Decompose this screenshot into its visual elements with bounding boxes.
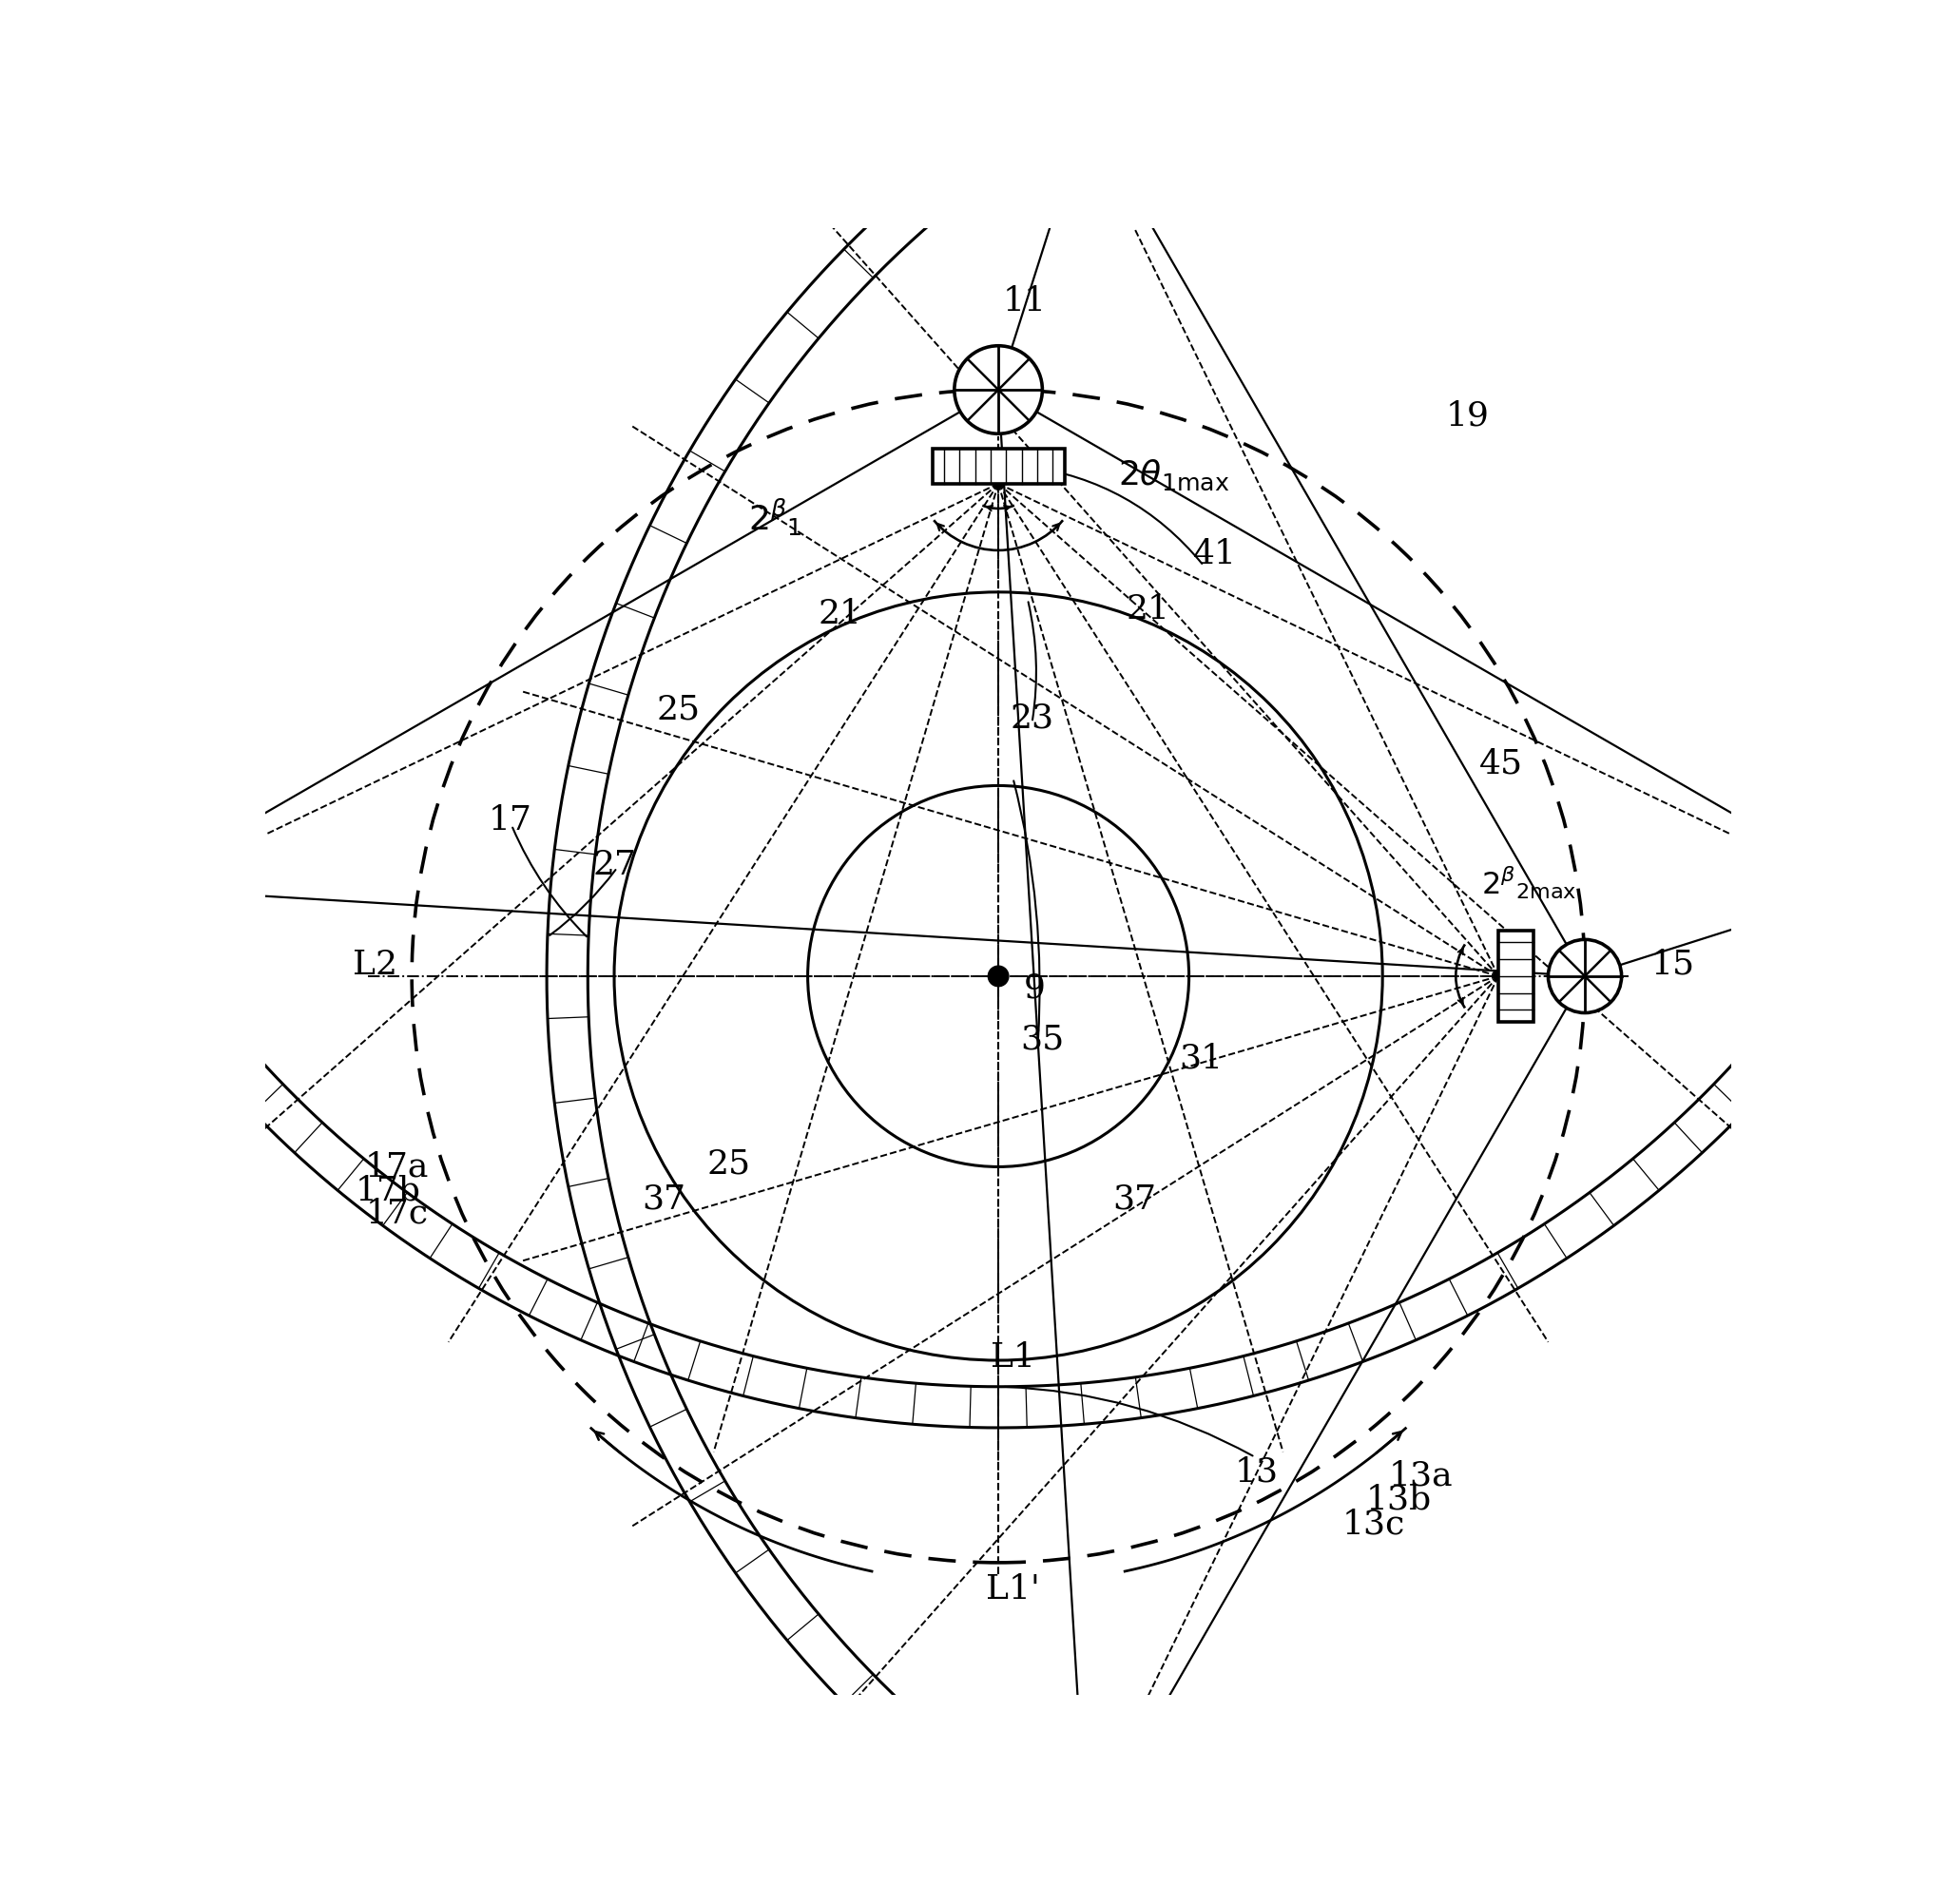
Text: 35: 35 bbox=[1021, 1022, 1064, 1055]
Text: 11: 11 bbox=[1003, 286, 1046, 318]
Text: 25: 25 bbox=[707, 1148, 750, 1180]
Bar bbox=[933, 447, 1064, 484]
Text: $2^{\beta}{}_{2\mathrm{max}}$: $2^{\beta}{}_{2\mathrm{max}}$ bbox=[1480, 864, 1578, 901]
Text: 37: 37 bbox=[643, 1182, 686, 1215]
Text: 13a: 13a bbox=[1389, 1460, 1453, 1493]
Text: 31: 31 bbox=[1179, 1041, 1223, 1074]
Circle shape bbox=[1549, 939, 1621, 1013]
Text: 13c: 13c bbox=[1342, 1508, 1405, 1540]
Text: 17c: 17c bbox=[366, 1198, 429, 1230]
Text: 15: 15 bbox=[1650, 948, 1695, 981]
Text: 27: 27 bbox=[592, 849, 635, 882]
Text: 17a: 17a bbox=[364, 1150, 429, 1182]
Text: 17b: 17b bbox=[356, 1175, 421, 1207]
Circle shape bbox=[955, 347, 1042, 434]
Text: 13b: 13b bbox=[1366, 1483, 1432, 1516]
Text: 23: 23 bbox=[1011, 703, 1054, 735]
Text: 13: 13 bbox=[1235, 1455, 1278, 1487]
Bar bbox=[1498, 931, 1533, 1022]
Text: 37: 37 bbox=[1112, 1182, 1157, 1215]
Circle shape bbox=[988, 965, 1009, 986]
Text: 9: 9 bbox=[1025, 971, 1046, 1003]
Text: L1': L1' bbox=[986, 1573, 1040, 1605]
Text: L1: L1 bbox=[992, 1340, 1034, 1373]
Text: 25: 25 bbox=[656, 693, 701, 725]
Text: 17: 17 bbox=[489, 805, 532, 838]
Text: 21: 21 bbox=[818, 598, 861, 630]
Text: 19: 19 bbox=[1445, 400, 1490, 432]
Text: 21: 21 bbox=[1126, 594, 1171, 626]
Text: $2^{\beta}{}_{1}$: $2^{\beta}{}_{1}$ bbox=[748, 497, 803, 537]
Text: $2\theta_{1\mathrm{max}}$: $2\theta_{1\mathrm{max}}$ bbox=[1118, 457, 1229, 491]
Text: 45: 45 bbox=[1479, 748, 1523, 781]
Text: 41: 41 bbox=[1194, 537, 1237, 569]
Text: L2: L2 bbox=[353, 948, 397, 981]
